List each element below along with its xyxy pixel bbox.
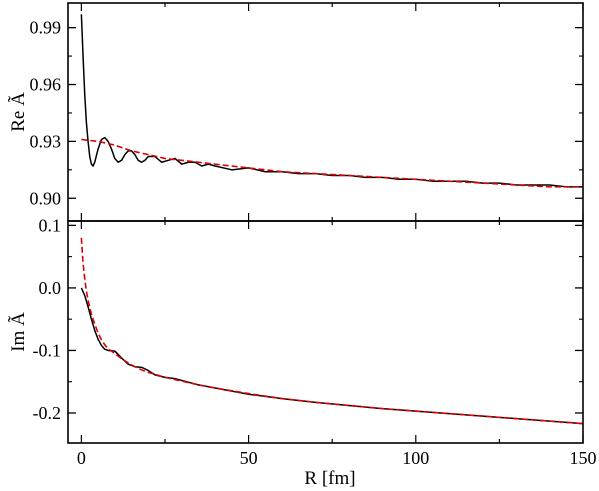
top-panel-plot-area [80,14,583,188]
top-panel-y-tick-labels: 0.90 0.93 0.96 0.99 [30,18,62,209]
x-tick-label: 0 [77,448,86,468]
solid-black-series-line [80,287,583,425]
y-tick-label: 0.0 [39,278,62,298]
y-tick-label: 0.99 [30,18,62,38]
y-tick-label: 0.93 [30,131,62,151]
top-panel-frame [67,2,584,222]
dashed-red-series-line [81,138,583,188]
y-tick-label: 0.1 [39,215,62,235]
x-tick-label: 150 [570,448,597,468]
y-tick-label: 0.90 [30,188,62,208]
y-tick-label: -0.2 [33,403,62,423]
top-panel-ticks [68,3,584,221]
bottom-panel-y-axis-label: Im Ã [7,312,29,352]
bottom-panel-y-tick-labels: 0.1 0.0 -0.1 -0.2 [33,215,62,423]
y-tick-label: 0.96 [30,75,62,95]
x-tick-label: 100 [402,448,429,468]
bottom-panel: 0.1 0.0 -0.1 -0.2 0 50 100 150 Im Ã R [fm] [7,215,597,489]
bottom-panel-plot-area [80,237,583,425]
top-panel: 0.90 0.93 0.96 0.99 Re Ã [7,2,584,222]
x-axis-label: R [fm] [304,468,355,489]
x-tick-label: 50 [240,448,258,468]
x-tick-labels: 0 50 100 150 [77,448,597,468]
y-tick-label: -0.1 [33,340,62,360]
solid-black-series-line [80,14,583,188]
bottom-panel-ticks [68,221,584,443]
top-panel-y-axis-label: Re Ã [7,92,29,132]
dashed-red-series-line [80,237,583,425]
bottom-panel-frame [67,220,584,444]
